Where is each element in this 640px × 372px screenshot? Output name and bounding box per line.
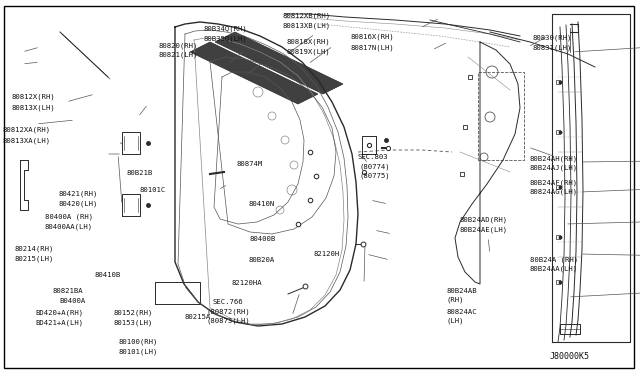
Text: BD421+A(LH): BD421+A(LH) bbox=[35, 320, 83, 326]
Text: 80215(LH): 80215(LH) bbox=[14, 255, 54, 262]
Text: 82120HA: 82120HA bbox=[232, 280, 262, 286]
Text: 80B34Q(RH): 80B34Q(RH) bbox=[204, 26, 247, 32]
Text: 80B24AB: 80B24AB bbox=[447, 288, 477, 294]
Text: 80820(RH): 80820(RH) bbox=[159, 42, 198, 49]
Text: 80B35Q(LH): 80B35Q(LH) bbox=[204, 36, 247, 42]
Text: 80400A (RH): 80400A (RH) bbox=[45, 213, 93, 220]
Text: SEC.766: SEC.766 bbox=[212, 299, 243, 305]
Text: 80100(RH): 80100(RH) bbox=[118, 338, 158, 345]
Text: 80821BA: 80821BA bbox=[52, 288, 83, 294]
Polygon shape bbox=[215, 32, 343, 94]
Text: BD420+A(RH): BD420+A(RH) bbox=[35, 310, 83, 317]
Text: 80B24AE(LH): 80B24AE(LH) bbox=[460, 227, 508, 233]
Text: J80000K5: J80000K5 bbox=[549, 352, 589, 361]
Bar bbox=[478, 72, 524, 160]
Text: 80818X(RH): 80818X(RH) bbox=[287, 38, 330, 45]
Text: B0400A: B0400A bbox=[59, 298, 85, 304]
Text: 80B24AD(RH): 80B24AD(RH) bbox=[460, 217, 508, 224]
Text: 80B20A: 80B20A bbox=[248, 257, 275, 263]
Text: 80821(LH): 80821(LH) bbox=[159, 52, 198, 58]
Text: 80B24AF(RH): 80B24AF(RH) bbox=[530, 179, 578, 186]
Text: 80812X(RH): 80812X(RH) bbox=[12, 93, 55, 100]
Text: 80214(RH): 80214(RH) bbox=[14, 245, 54, 252]
Text: 80410B: 80410B bbox=[95, 272, 121, 278]
Text: 80B24AJ(LH): 80B24AJ(LH) bbox=[530, 165, 578, 171]
Text: SEC.803: SEC.803 bbox=[357, 154, 388, 160]
Text: 80B24AH(RH): 80B24AH(RH) bbox=[530, 156, 578, 163]
Text: 80874M: 80874M bbox=[237, 161, 263, 167]
Text: 80400AA(LH): 80400AA(LH) bbox=[45, 224, 93, 230]
Text: 80830(RH): 80830(RH) bbox=[532, 35, 572, 41]
Text: 80152(RH): 80152(RH) bbox=[114, 310, 154, 317]
Text: (RH): (RH) bbox=[447, 296, 464, 303]
Text: 80819X(LH): 80819X(LH) bbox=[287, 48, 330, 55]
Polygon shape bbox=[190, 42, 318, 104]
Text: 80B24AA(LH): 80B24AA(LH) bbox=[530, 265, 578, 272]
Text: 80400B: 80400B bbox=[250, 236, 276, 242]
Text: 80410N: 80410N bbox=[248, 201, 275, 207]
Text: 80420(LH): 80420(LH) bbox=[59, 201, 99, 207]
Text: 80824AC: 80824AC bbox=[447, 309, 477, 315]
Text: 80812XA(RH): 80812XA(RH) bbox=[3, 127, 51, 134]
Text: 80817N(LH): 80817N(LH) bbox=[351, 44, 394, 51]
Text: (LH): (LH) bbox=[447, 317, 464, 324]
Text: 80813XB(LH): 80813XB(LH) bbox=[283, 23, 331, 29]
Text: 80153(LH): 80153(LH) bbox=[114, 320, 154, 326]
Text: 80B21B: 80B21B bbox=[127, 170, 153, 176]
Text: 80812XB(RH): 80812XB(RH) bbox=[283, 12, 331, 19]
Text: (80873(LH): (80873(LH) bbox=[206, 317, 250, 324]
Text: 80824AG(LH): 80824AG(LH) bbox=[530, 188, 578, 195]
Text: 80101(LH): 80101(LH) bbox=[118, 348, 158, 355]
Text: 80831(LH): 80831(LH) bbox=[532, 44, 572, 51]
Text: 80813XA(LH): 80813XA(LH) bbox=[3, 137, 51, 144]
Text: (80775): (80775) bbox=[360, 172, 390, 179]
Text: (80774): (80774) bbox=[360, 163, 390, 170]
Text: 80101C: 80101C bbox=[140, 187, 166, 193]
Text: 82120H: 82120H bbox=[314, 251, 340, 257]
Text: (80872(RH): (80872(RH) bbox=[206, 308, 250, 315]
Text: 80215A: 80215A bbox=[184, 314, 211, 320]
Text: 80B24A (RH): 80B24A (RH) bbox=[530, 256, 578, 263]
Text: 80421(RH): 80421(RH) bbox=[59, 191, 99, 198]
Text: 80813X(LH): 80813X(LH) bbox=[12, 105, 55, 111]
Text: 80816X(RH): 80816X(RH) bbox=[351, 34, 394, 41]
